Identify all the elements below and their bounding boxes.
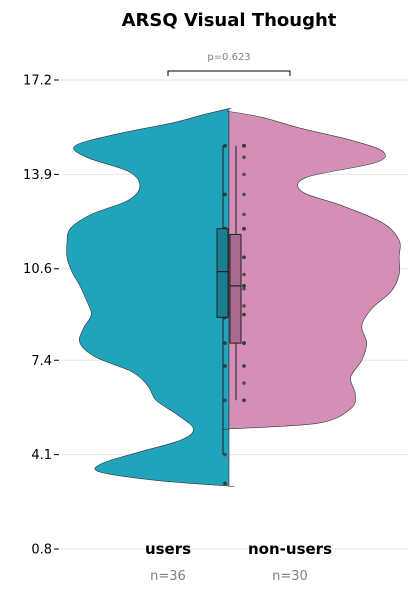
data-point [242, 364, 246, 368]
box-non-users [229, 233, 242, 344]
p-value-label: p=0.623 [207, 52, 250, 63]
y-tick-label: 4.1 [31, 448, 52, 463]
data-point [223, 398, 227, 403]
data-point [242, 304, 246, 308]
data-point [242, 398, 246, 403]
data-point [242, 172, 246, 177]
violins [66, 107, 401, 487]
y-tick-label: 0.8 [31, 543, 52, 558]
data-point [242, 155, 246, 159]
y-tick-label: 10.6 [23, 262, 52, 277]
n-label-users: n=36 [150, 569, 186, 584]
y-tick-label: 13.9 [23, 168, 52, 183]
data-point [223, 144, 227, 148]
data-point [242, 312, 246, 317]
group-label-non-users: non-users [248, 540, 332, 558]
n-label-non-users: n=30 [272, 569, 308, 584]
data-point [223, 364, 227, 368]
box-users [216, 228, 229, 318]
data-point [242, 284, 246, 288]
data-point [223, 481, 227, 486]
data-point [223, 452, 227, 457]
data-point [223, 192, 227, 197]
significance-bracket [167, 70, 291, 76]
group-labels: users non-users n=36 n=30 [145, 540, 332, 584]
data-point [242, 192, 246, 197]
data-point [242, 287, 246, 291]
violin-non-users [222, 110, 401, 430]
data-point [242, 272, 246, 277]
data-point [242, 255, 246, 260]
box-plots [216, 145, 242, 455]
significance-annotation: p=0.623 [167, 52, 291, 76]
data-point [242, 226, 246, 231]
data-point [223, 341, 227, 345]
data-point [242, 144, 246, 148]
data-point [242, 341, 246, 345]
y-tick-label: 17.2 [23, 74, 52, 89]
y-tick-label: 7.4 [31, 354, 52, 369]
y-axis: 0.8 4.1 7.4 10.6 13.9 17.2 [23, 74, 59, 558]
chart-title: ARSQ Visual Thought [122, 10, 337, 31]
data-point [242, 381, 246, 385]
data-point [242, 212, 246, 217]
violin-users [66, 107, 235, 487]
group-label-users: users [145, 540, 191, 558]
